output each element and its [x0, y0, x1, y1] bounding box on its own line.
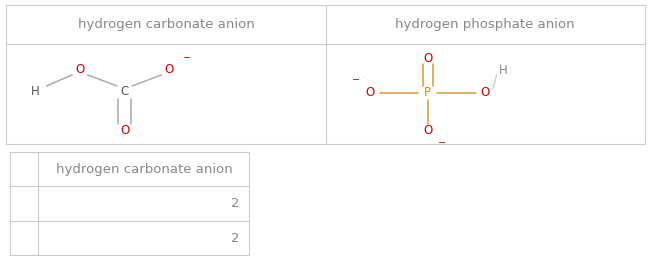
- Text: −: −: [353, 75, 360, 85]
- Text: −: −: [438, 138, 446, 148]
- Text: H: H: [31, 85, 40, 98]
- Text: O: O: [165, 63, 174, 76]
- Text: 2: 2: [231, 197, 240, 210]
- Text: O: O: [423, 52, 432, 64]
- Text: O: O: [481, 86, 490, 99]
- Text: −: −: [183, 53, 191, 63]
- Text: O: O: [120, 124, 129, 137]
- Text: H: H: [499, 64, 507, 77]
- Text: O: O: [423, 124, 432, 137]
- Text: P: P: [424, 86, 432, 99]
- Text: O: O: [365, 86, 375, 99]
- Text: hydrogen carbonate anion: hydrogen carbonate anion: [78, 18, 255, 31]
- Text: O: O: [75, 63, 84, 76]
- Text: hydrogen phosphate anion: hydrogen phosphate anion: [395, 18, 575, 31]
- Text: C: C: [121, 85, 129, 98]
- Text: 2: 2: [231, 232, 240, 245]
- Text: hydrogen carbonate anion: hydrogen carbonate anion: [56, 163, 233, 176]
